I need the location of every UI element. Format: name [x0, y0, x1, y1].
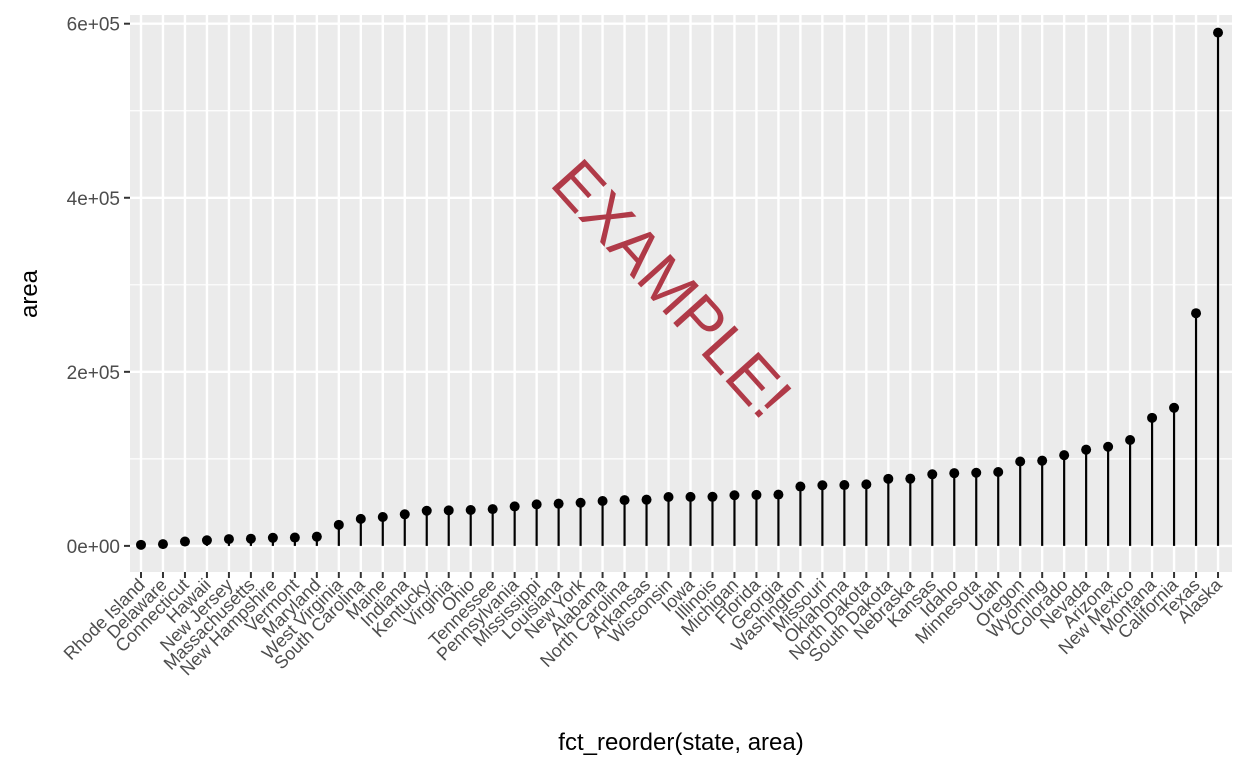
- lollipop-point: [1081, 444, 1092, 455]
- lollipop-point: [883, 473, 894, 484]
- lollipop-point: [1191, 308, 1202, 319]
- lollipop-point: [157, 539, 168, 550]
- lollipop-point: [311, 531, 322, 542]
- y-tick-label: 0e+00: [67, 537, 120, 558]
- lollipop-segments: [139, 32, 1220, 546]
- y-axis-ticks: 0e+00 2e+05 4e+05 6e+05: [67, 15, 130, 558]
- lollipop-point: [729, 490, 740, 501]
- lollipop-point: [1015, 456, 1026, 467]
- lollipop-point: [333, 519, 344, 530]
- lollipop-point: [399, 509, 410, 520]
- lollipop-point: [971, 467, 982, 478]
- lollipop-point: [465, 505, 476, 516]
- y-tick-label: 6e+05: [67, 15, 120, 36]
- lollipop-point: [619, 495, 630, 506]
- x-axis-ticks: Rhode IslandDelawareConnecticutHawaiiNew…: [60, 572, 1227, 679]
- lollipop-point: [927, 469, 938, 480]
- lollipop-point: [685, 491, 696, 502]
- x-axis-title: fct_reorder(state, area): [558, 729, 803, 756]
- lollipop-point: [861, 479, 872, 490]
- lollipop-point: [443, 505, 454, 516]
- lollipop-point: [223, 534, 234, 545]
- lollipop-point: [531, 499, 542, 510]
- lollipop-point: [1059, 450, 1070, 461]
- lollipop-point: [1103, 441, 1114, 452]
- lollipop-point: [575, 497, 586, 508]
- lollipop-point: [597, 495, 608, 506]
- lollipop-point: [179, 536, 190, 547]
- lollipop-point: [1147, 412, 1158, 423]
- lollipop-point: [993, 466, 1004, 477]
- plot-panel: [130, 15, 1232, 572]
- lollipop-point: [289, 532, 300, 543]
- lollipop-point: [905, 473, 916, 484]
- lollipop-point: [509, 501, 520, 512]
- lollipop-point: [377, 511, 388, 522]
- lollipop-point: [751, 489, 762, 500]
- lollipop-point: [1213, 27, 1224, 38]
- lollipop-point: [553, 498, 564, 509]
- lollipop-points: [136, 27, 1224, 550]
- lollipop-point: [663, 492, 674, 503]
- lollipop-point: [817, 480, 828, 491]
- y-tick-label: 4e+05: [67, 189, 120, 210]
- lollipop-point: [201, 535, 212, 546]
- lollipop-point: [355, 513, 366, 524]
- lollipop-point: [245, 533, 256, 544]
- lollipop-point: [707, 491, 718, 502]
- grid-minor: [130, 110, 1232, 460]
- lollipop-point: [795, 481, 806, 492]
- y-axis-title: area: [16, 269, 43, 318]
- lollipop-point: [487, 504, 498, 515]
- lollipop-point: [1125, 435, 1136, 446]
- lollipop-point: [839, 480, 850, 491]
- lollipop-point: [1169, 402, 1180, 413]
- lollipop-point: [949, 468, 960, 479]
- lollipop-point: [1037, 455, 1048, 466]
- lollipop-point: [641, 494, 652, 505]
- y-tick-label: 2e+05: [67, 363, 120, 384]
- lollipop-point: [773, 489, 784, 500]
- lollipop-point: [421, 505, 432, 516]
- lollipop-point: [267, 532, 278, 543]
- lollipop-point: [136, 539, 146, 550]
